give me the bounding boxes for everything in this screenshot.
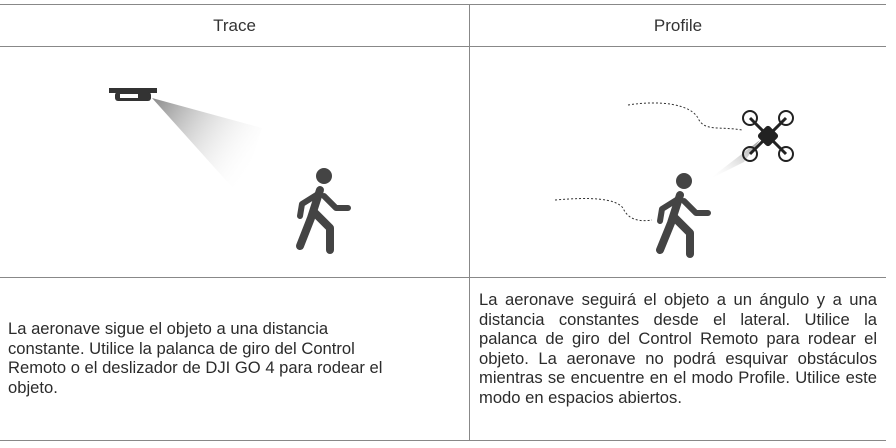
trace-illustration xyxy=(109,88,351,254)
cell-text: La aeronave sigue el objeto a una distan… xyxy=(8,319,383,397)
profile-illustration xyxy=(554,102,794,258)
cell-text: La aeronave seguirá el objeto a un ángul… xyxy=(479,290,877,407)
column-header: Profile xyxy=(653,16,703,35)
column-header: Trace xyxy=(213,16,256,35)
